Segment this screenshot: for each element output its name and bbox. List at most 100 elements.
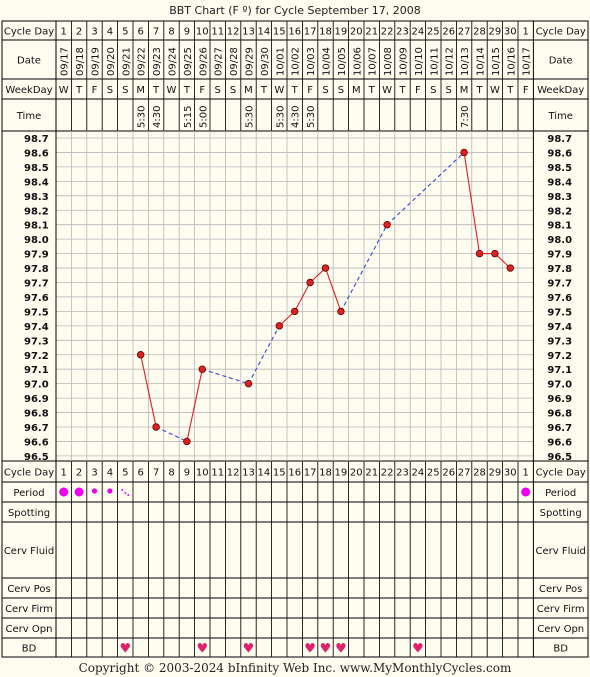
weekday-cell: S: [122, 85, 128, 96]
y-tick-label-left: 97.1: [24, 365, 49, 376]
y-tick-label-left: 96.5: [24, 452, 49, 463]
row-label-time: Time: [16, 111, 41, 122]
row-label-right-cerv-firm: Cerv Firm: [537, 604, 585, 615]
cycle-day-cell: 16: [288, 468, 301, 479]
cycle-day-cell: 24: [412, 468, 425, 479]
temperature-point: [383, 220, 391, 229]
y-tick-label-right: 97.0: [547, 380, 572, 391]
row-label-right-cycle-day: Cycle Day: [536, 468, 586, 479]
row-label-bd: BD: [22, 644, 37, 655]
row-label-right-cerv-opn: Cerv Opn: [537, 624, 584, 635]
date-cell: 10/14: [476, 47, 487, 76]
weekday-cell: F: [307, 85, 313, 96]
cycle-day-cell: 11: [211, 468, 224, 479]
cycle-day-cell: 9: [184, 468, 190, 479]
row-label-cerv-firm: Cerv Firm: [5, 604, 53, 615]
time-cell: 7:30: [460, 106, 471, 128]
y-tick-label-right: 97.5: [547, 307, 572, 318]
y-tick-label-right: 98.3: [547, 192, 572, 203]
y-tick-label-right: 98.6: [547, 148, 572, 159]
cycle-day-cell: 14: [258, 468, 271, 479]
y-tick-label-right: 98.7: [547, 134, 572, 145]
date-cell: 10/02: [291, 47, 302, 76]
weekday-cell: T: [183, 85, 191, 96]
cycle-day-cell: 12: [227, 468, 240, 479]
time-cell: 5:30: [245, 106, 256, 128]
y-tick-label-right: 97.4: [547, 322, 572, 333]
date-cell: 10/17: [522, 47, 533, 76]
cycle-day-cell: 7: [153, 27, 159, 38]
cycle-day-cell: 10: [196, 468, 209, 479]
date-cell: 09/20: [106, 47, 117, 76]
date-cell: 10/01: [275, 47, 286, 76]
cycle-day-cell: 18: [319, 27, 332, 38]
period-spotting-dot: [124, 492, 127, 494]
temperature-point: [506, 264, 514, 272]
y-tick-label-left: 98.2: [24, 206, 49, 217]
date-cell: 10/06: [352, 47, 363, 76]
row-label-weekday: WeekDay: [5, 85, 52, 96]
date-cell: 09/24: [168, 47, 179, 76]
weekday-cell: T: [368, 85, 376, 96]
weekday-cell: W: [382, 85, 392, 96]
time-cell: 5:30: [275, 106, 286, 128]
row-label-cerv-pos: Cerv Pos: [7, 584, 50, 595]
y-tick-label-left: 97.3: [24, 336, 49, 347]
weekday-cell: F: [415, 85, 421, 96]
cycle-day-cell: 17: [304, 468, 317, 479]
temperature-point: [136, 351, 145, 359]
bd-heart-icon: ♥: [335, 642, 347, 657]
cycle-day-cell: 24: [412, 27, 425, 38]
row-label-right-cerv-fluid: Cerv Fluid: [536, 546, 586, 557]
time-cell: 4:30: [291, 106, 302, 128]
temperature-point: [152, 423, 160, 431]
cycle-day-cell: 5: [122, 27, 128, 38]
row-label-right-time: Time: [547, 111, 572, 122]
temperature-gap-line: [340, 224, 388, 312]
temperature-gap-line: [202, 368, 249, 385]
cycle-day-cell: 6: [138, 27, 144, 38]
bd-heart-icon: ♥: [304, 642, 316, 657]
temperature-point: [198, 365, 206, 373]
temperature-line: [463, 152, 481, 254]
cycle-day-cell: 21: [365, 27, 378, 38]
cycle-day-cell: 4: [107, 27, 113, 38]
cycle-day-cell: 11: [211, 27, 224, 38]
weekday-cell: T: [260, 85, 268, 96]
y-tick-label-right: 97.3: [547, 336, 572, 347]
row-label-right-weekday: WeekDay: [537, 85, 584, 96]
y-tick-label-right: 97.9: [547, 250, 572, 261]
cycle-day-cell: 20: [350, 27, 363, 38]
temperature-point: [306, 278, 314, 287]
date-cell: 09/18: [75, 47, 86, 76]
time-cell: 5:00: [198, 106, 209, 128]
y-tick-label-left: 97.4: [24, 322, 49, 333]
cycle-day-cell: 29: [489, 468, 502, 479]
weekday-cell: M: [244, 85, 253, 96]
temperature-point: [337, 307, 345, 316]
y-tick-label-left: 96.8: [24, 409, 49, 420]
y-tick-label-left: 96.6: [24, 437, 49, 448]
weekday-cell: S: [322, 85, 328, 96]
bd-heart-icon: ♥: [412, 642, 424, 657]
y-tick-label-right: 98.2: [547, 206, 572, 217]
cycle-day-cell: 3: [91, 468, 97, 479]
temperature-plot: 98.7 98.7 98.6 98.6 98.5 98.5 98.4 98.4 98.3 98.3…: [24, 134, 572, 463]
weekday-cell: S: [338, 85, 344, 96]
date-cell: 09/27: [214, 47, 225, 76]
date-cell: 09/29: [245, 47, 256, 76]
cycle-day-cell: 1: [61, 468, 67, 479]
bd-heart-icon: ♥: [119, 642, 131, 657]
y-tick-label-right: 96.7: [547, 423, 572, 434]
y-tick-label-left: 97.9: [24, 250, 49, 261]
period-heavy-dot: [74, 487, 84, 497]
date-cell: 10/15: [491, 47, 502, 76]
period-spotting-dot: [127, 494, 130, 496]
cycle-day-cell: 10: [196, 27, 209, 38]
cycle-day-cell: 16: [288, 27, 301, 38]
y-tick-label-right: 96.6: [547, 437, 572, 448]
time-cell: 5:30: [306, 106, 317, 128]
y-tick-label-left: 98.1: [24, 221, 49, 232]
row-label-cycle-day: Cycle Day: [4, 468, 54, 479]
